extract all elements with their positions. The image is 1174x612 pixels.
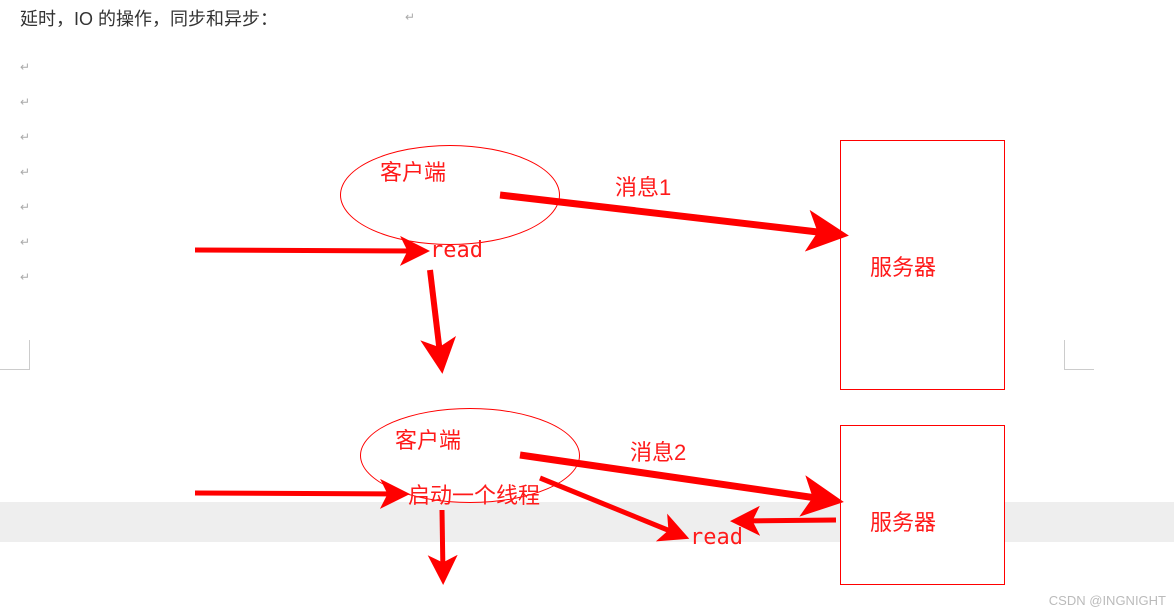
return-mark: ↵ [20, 235, 30, 249]
server-label-1: 服务器 [870, 250, 936, 282]
arrow [195, 493, 400, 494]
return-mark: ↵ [20, 95, 30, 109]
client-ellipse-1 [340, 145, 560, 245]
thread-label: 启动一个线程 [408, 478, 540, 510]
arrow [430, 270, 441, 362]
return-mark: ↵ [20, 165, 30, 179]
return-mark: ↵ [20, 130, 30, 144]
return-mark: ↵ [405, 10, 415, 24]
server-label-2: 服务器 [870, 505, 936, 537]
msg1-label: 消息1 [615, 170, 671, 202]
title-text: 延时，IO 的操作，同步和异步： [20, 5, 278, 31]
page-corner-right [1064, 340, 1094, 370]
client-label-1: 客户端 [380, 155, 446, 187]
read2-label: read [690, 525, 743, 550]
watermark: CSDN @INGNIGHT [1049, 593, 1166, 608]
return-mark: ↵ [20, 270, 30, 284]
client-label-2: 客户端 [395, 423, 461, 455]
msg2-label: 消息2 [630, 435, 686, 467]
read1-label: read [430, 238, 483, 263]
return-mark: ↵ [20, 60, 30, 74]
page-corner-left [0, 340, 30, 370]
arrow [195, 250, 420, 251]
return-mark: ↵ [20, 200, 30, 214]
